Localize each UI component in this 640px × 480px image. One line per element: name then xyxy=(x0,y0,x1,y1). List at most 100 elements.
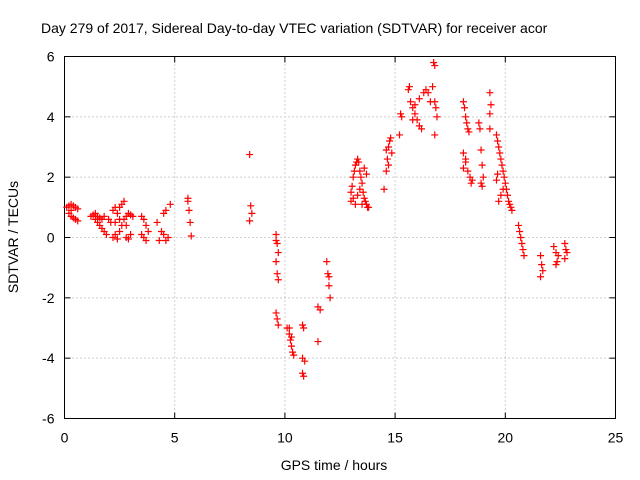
data-point xyxy=(185,206,193,214)
data-point xyxy=(404,86,412,94)
data-point xyxy=(499,167,507,175)
x-tick-label: 0 xyxy=(61,430,69,446)
data-point xyxy=(499,185,507,193)
data-point xyxy=(160,230,168,238)
data-point xyxy=(459,149,467,157)
data-point xyxy=(495,197,503,205)
data-point xyxy=(415,95,423,103)
data-point xyxy=(358,200,366,208)
data-point xyxy=(349,173,357,181)
data-point xyxy=(424,89,432,97)
data-point xyxy=(518,240,526,248)
data-point xyxy=(383,155,391,163)
data-point xyxy=(300,324,308,332)
data-points xyxy=(63,59,571,380)
data-point xyxy=(431,98,439,106)
grid-lines xyxy=(64,56,616,419)
data-point xyxy=(461,104,469,112)
data-point xyxy=(358,179,366,187)
data-point xyxy=(111,230,119,238)
data-point xyxy=(495,143,503,151)
data-point xyxy=(100,212,108,220)
data-point xyxy=(356,167,364,175)
data-point xyxy=(553,258,561,266)
data-point xyxy=(478,182,486,190)
data-point xyxy=(155,237,163,245)
data-point xyxy=(102,230,110,238)
data-point xyxy=(351,161,359,169)
y-tick-label: -6 xyxy=(42,411,55,427)
data-point xyxy=(462,155,470,163)
x-tick-label: 15 xyxy=(387,430,403,446)
data-point xyxy=(359,188,367,196)
data-point xyxy=(316,306,324,314)
data-point xyxy=(409,116,417,124)
data-point xyxy=(501,179,509,187)
data-point xyxy=(127,230,135,238)
data-point xyxy=(272,309,280,317)
data-point xyxy=(272,230,280,238)
data-point xyxy=(348,182,356,190)
data-point xyxy=(552,261,560,269)
data-point xyxy=(274,249,282,257)
data-point xyxy=(405,83,413,91)
data-point xyxy=(166,200,174,208)
data-point xyxy=(354,155,362,163)
data-point xyxy=(430,59,438,67)
data-point xyxy=(113,209,121,217)
data-point xyxy=(479,173,487,181)
data-point xyxy=(464,125,472,133)
data-point xyxy=(360,194,368,202)
data-point xyxy=(300,372,308,380)
data-point xyxy=(246,217,254,225)
data-point xyxy=(116,227,124,235)
data-point xyxy=(301,357,309,365)
data-point xyxy=(142,237,150,245)
data-point xyxy=(477,179,485,187)
data-point xyxy=(497,155,505,163)
data-point xyxy=(507,203,515,211)
data-point xyxy=(382,146,390,154)
data-point xyxy=(486,110,494,118)
x-tick-label: 5 xyxy=(171,430,179,446)
data-point xyxy=(187,232,195,240)
data-point xyxy=(496,149,504,157)
data-point xyxy=(314,338,322,346)
data-point xyxy=(562,246,570,254)
data-point xyxy=(459,164,467,172)
data-point xyxy=(397,110,405,118)
data-point xyxy=(486,125,494,133)
data-point xyxy=(411,101,419,109)
data-point xyxy=(431,131,439,139)
data-point xyxy=(116,215,124,223)
data-point xyxy=(476,125,484,133)
axis-ticks: 0 5 10 15 20 25 -6 -4 -2 0 2 4 6 xyxy=(42,49,623,446)
data-point xyxy=(247,202,255,210)
data-point xyxy=(272,237,280,245)
data-point xyxy=(153,218,161,226)
data-point xyxy=(464,167,472,175)
data-point xyxy=(537,273,545,281)
data-point xyxy=(384,161,392,169)
data-point xyxy=(380,185,388,193)
data-point xyxy=(273,270,281,278)
data-point xyxy=(494,170,502,178)
data-point xyxy=(520,252,528,260)
x-tick-label: 25 xyxy=(608,430,624,446)
data-point xyxy=(326,294,334,302)
data-point xyxy=(144,227,152,235)
data-point xyxy=(113,235,121,243)
data-point xyxy=(162,206,170,214)
data-point xyxy=(289,348,297,356)
y-tick-label: 0 xyxy=(47,230,55,246)
data-point xyxy=(494,137,502,145)
data-point xyxy=(272,258,280,266)
data-point xyxy=(67,206,75,214)
data-point xyxy=(360,164,368,172)
data-point xyxy=(539,267,547,275)
data-point xyxy=(492,176,500,184)
data-point xyxy=(478,161,486,169)
data-point xyxy=(407,98,415,106)
data-point xyxy=(506,200,514,208)
